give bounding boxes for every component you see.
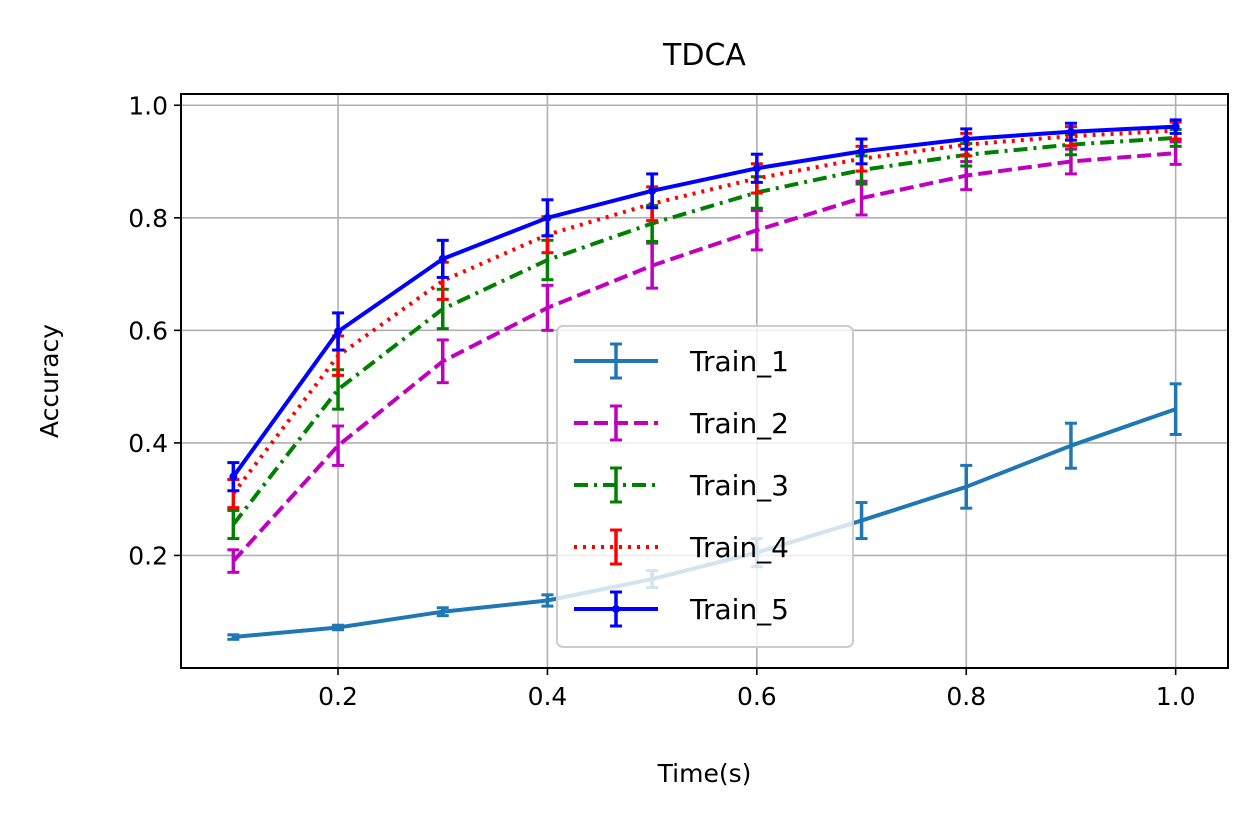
data-point — [1171, 122, 1180, 131]
chart-title: TDCA — [662, 38, 746, 73]
legend-box — [556, 325, 854, 648]
data-point — [438, 254, 447, 263]
series-train-5 — [227, 118, 1182, 493]
legend-label: Train_3 — [689, 469, 789, 502]
y-ticks: 0.2 0.4 0.6 0.8 1.0 — [128, 91, 181, 570]
legend-label: Train_4 — [689, 531, 789, 564]
x-tick-label: 0.8 — [946, 682, 986, 711]
legend-label: Train_1 — [689, 345, 789, 378]
legend-marker — [612, 605, 620, 613]
y-tick-label: 0.6 — [128, 316, 168, 345]
series-line — [231, 135, 1176, 526]
data-point — [543, 213, 552, 222]
x-tick-label: 0.6 — [737, 682, 777, 711]
legend-entry: Train_1 — [574, 342, 789, 380]
series-line — [231, 151, 1176, 563]
x-tick-label: 0.2 — [318, 682, 358, 711]
legend-entry: Train_4 — [574, 528, 789, 566]
x-tick-label: 0.4 — [528, 682, 568, 711]
legend: Train_1 Train_2 Train_3 Train_4 Train_5 — [556, 325, 854, 648]
y-tick-label: 0.2 — [128, 541, 168, 570]
y-tick-label: 0.4 — [128, 429, 168, 458]
data-point — [229, 472, 238, 481]
data-point — [752, 164, 761, 173]
data-point — [857, 147, 866, 156]
y-axis-label: Accuracy — [35, 324, 64, 438]
data-point — [1066, 127, 1075, 136]
x-axis-label: Time(s) — [657, 759, 752, 788]
x-ticks: 0.2 0.4 0.6 0.8 1.0 — [318, 668, 1196, 711]
legend-label: Train_2 — [689, 407, 789, 440]
y-tick-label: 0.8 — [128, 204, 168, 233]
legend-entry: Train_5 — [574, 590, 789, 628]
legend-label: Train_5 — [689, 593, 789, 626]
legend-entry: Train_2 — [574, 404, 789, 442]
data-point — [334, 327, 343, 336]
data-point — [648, 186, 657, 195]
plot-frame — [180, 93, 1229, 669]
series-line — [231, 124, 1176, 478]
y-tick-label: 1.0 — [128, 91, 168, 120]
x-tick-label: 1.0 — [1156, 682, 1196, 711]
legend-entry: Train_3 — [574, 466, 789, 504]
data-point — [962, 135, 971, 144]
